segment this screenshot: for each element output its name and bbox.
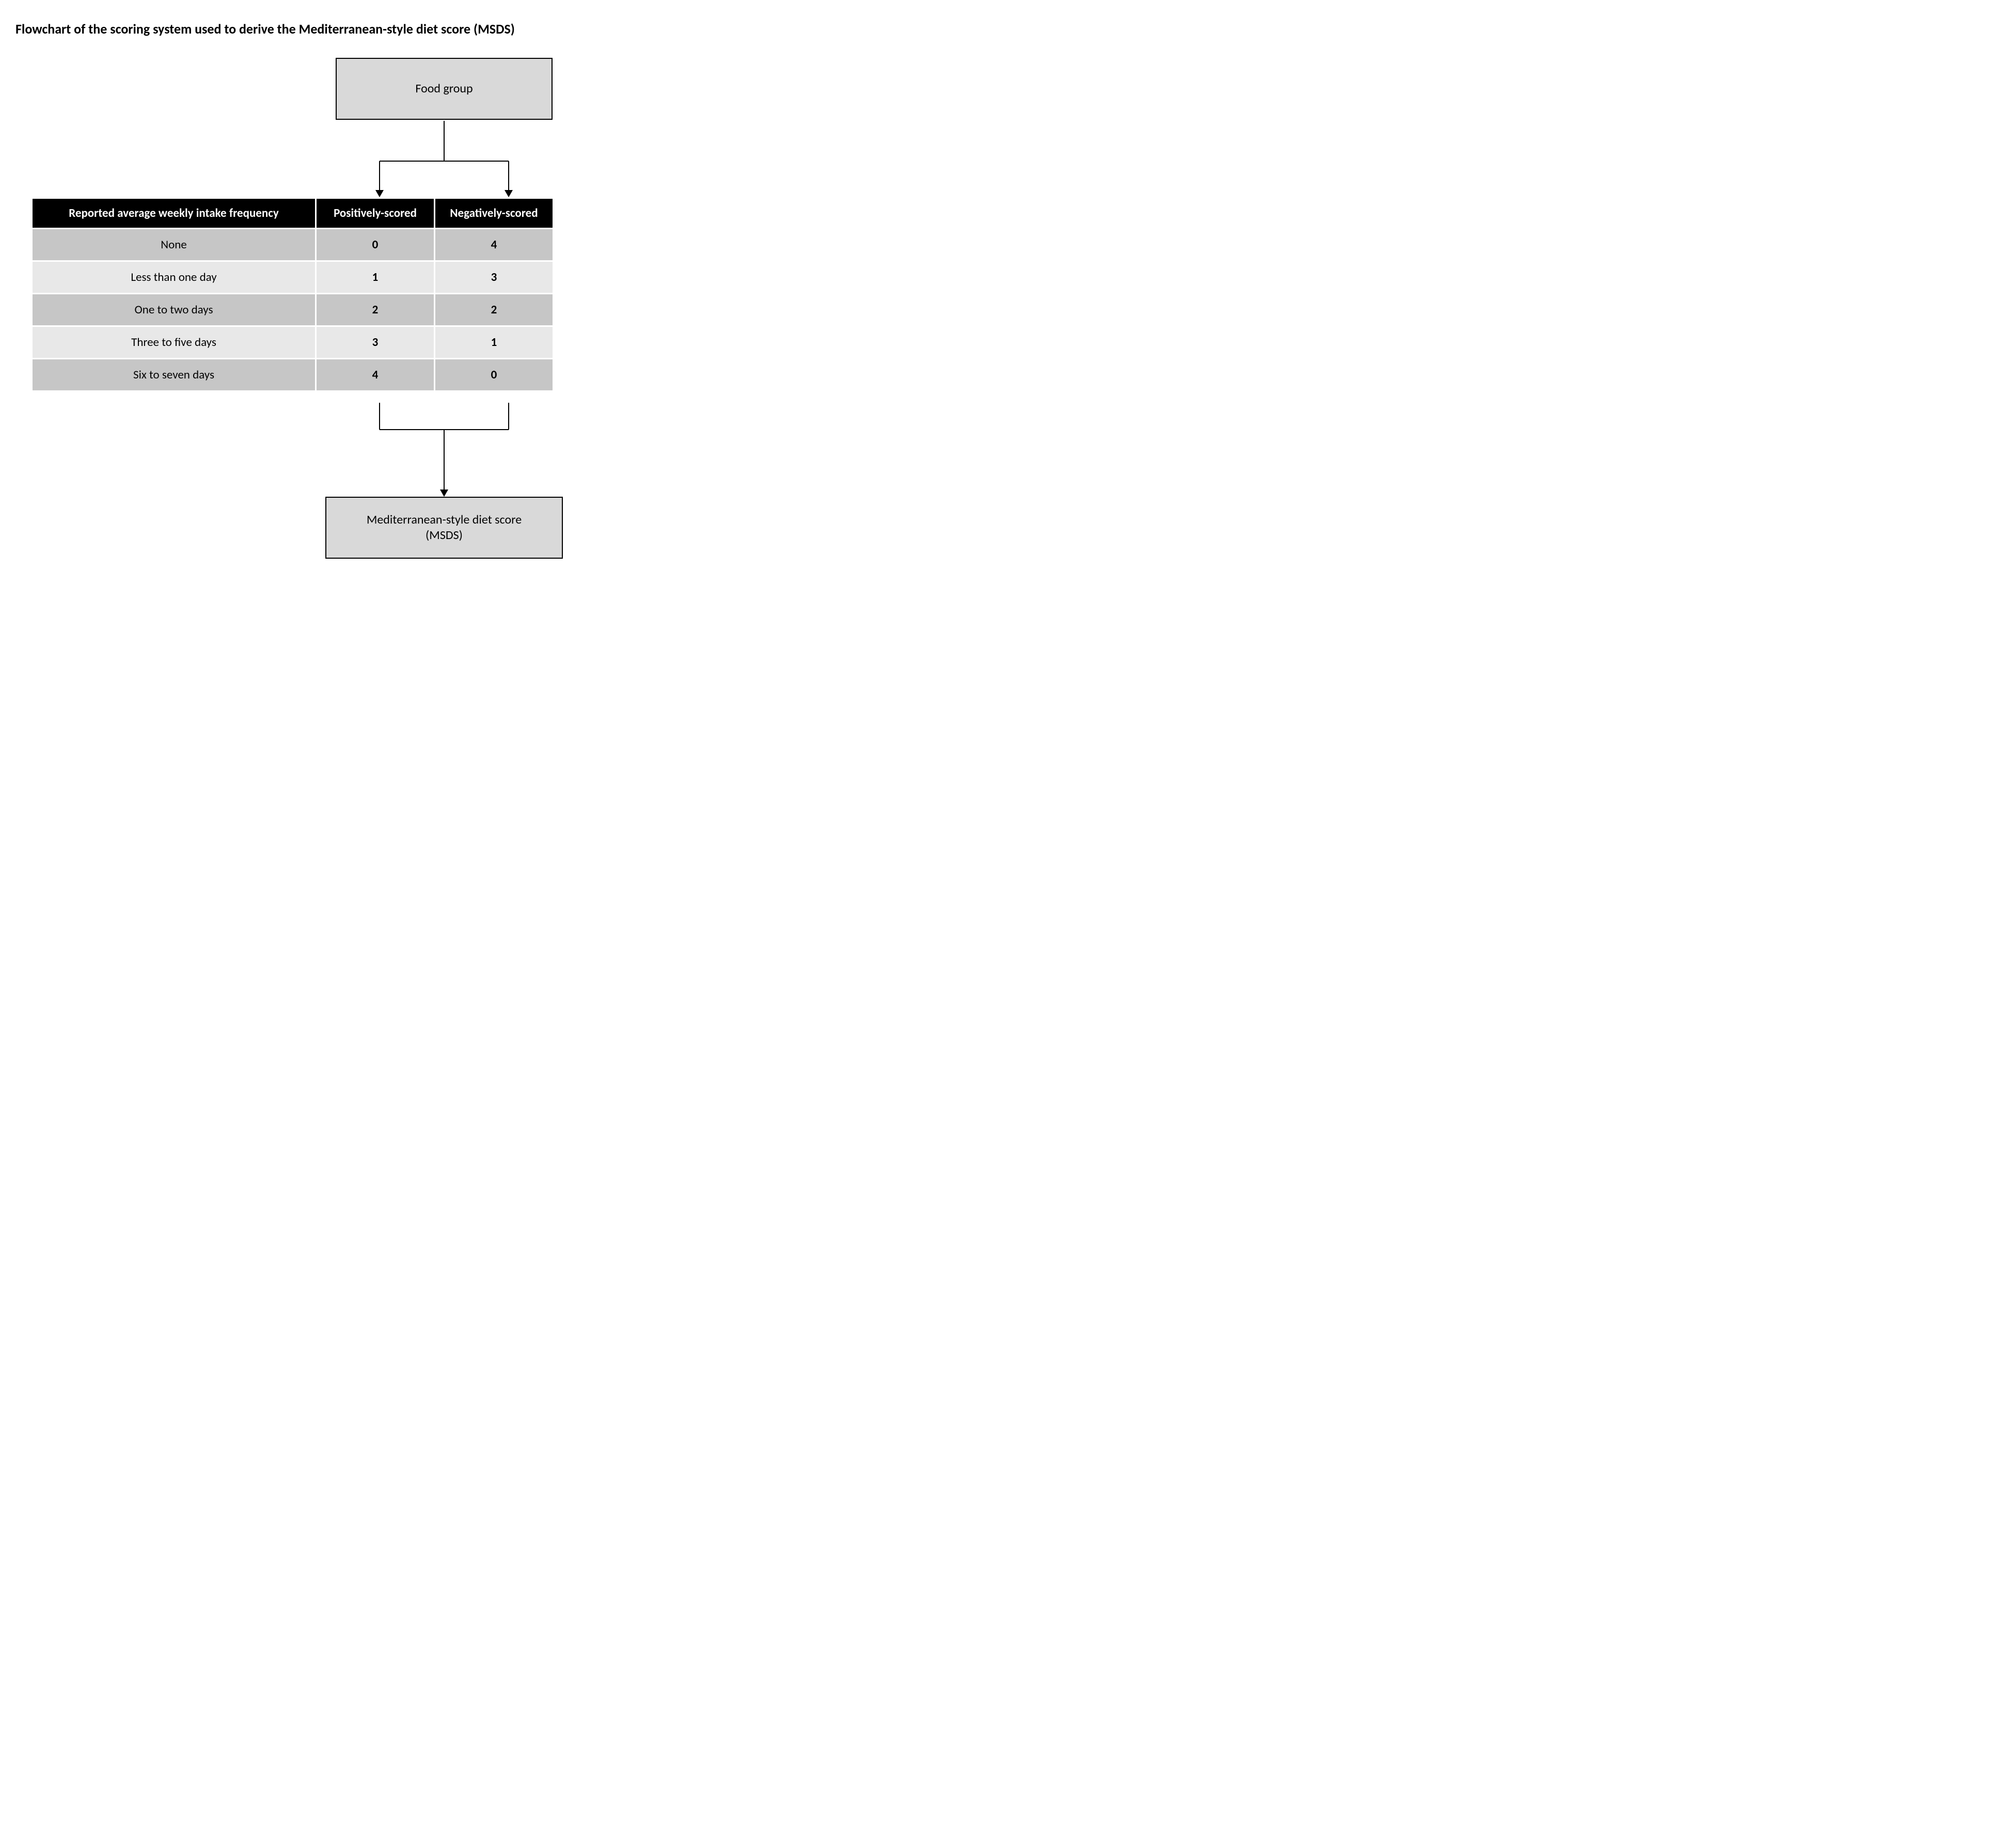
page-title: Flowchart of the scoring system used to …: [15, 21, 1985, 37]
lower-connector: [15, 58, 625, 523]
flowchart-diagram: Food group Reported average weekly intak…: [15, 58, 625, 585]
msds-label: Mediterranean-style diet score (MSDS): [367, 512, 522, 543]
msds-box: Mediterranean-style diet score (MSDS): [325, 497, 563, 559]
